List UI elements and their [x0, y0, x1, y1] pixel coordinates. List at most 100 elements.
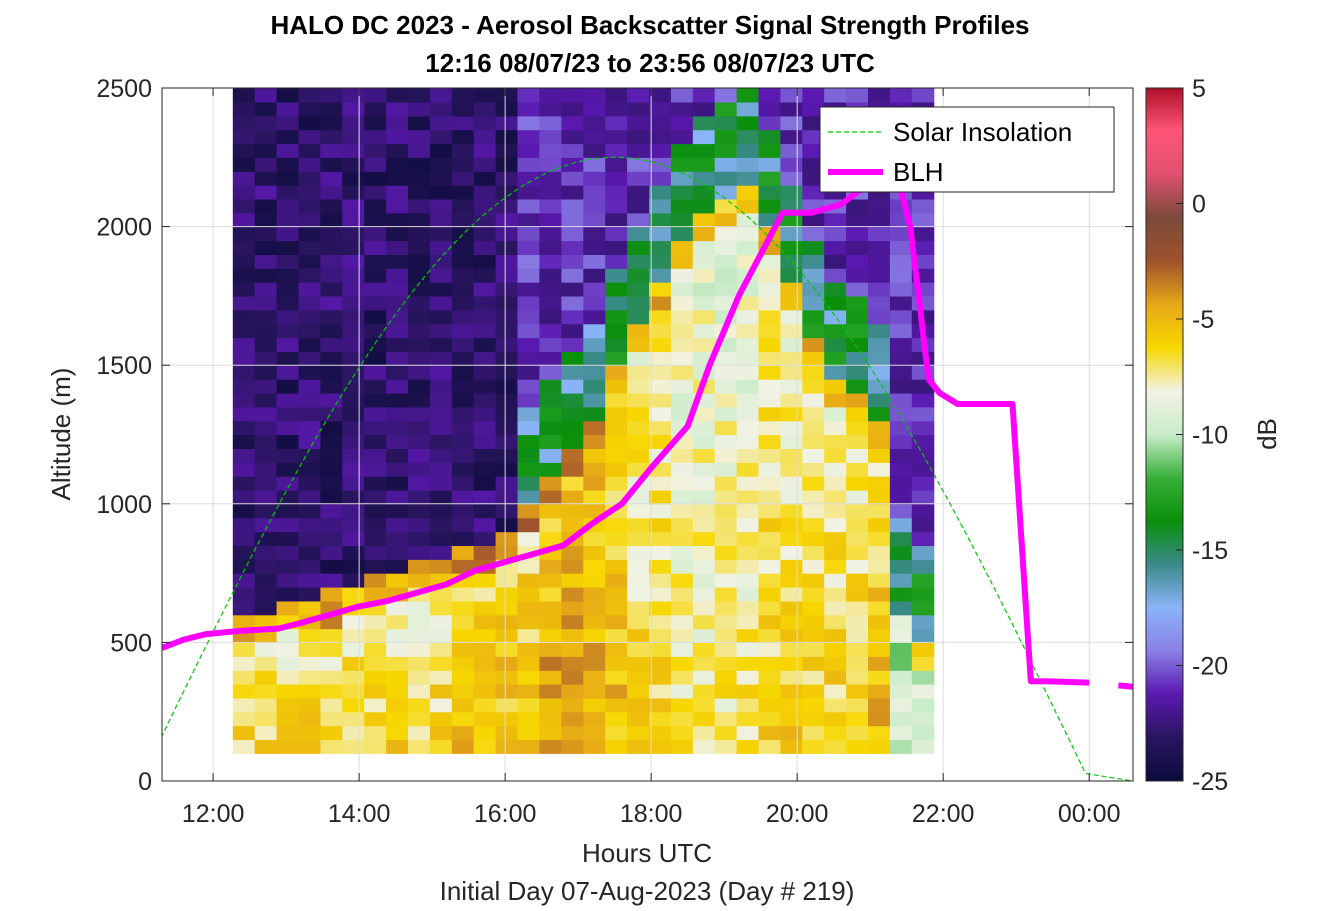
heatmap-cell: [429, 628, 453, 643]
heatmap-cell: [473, 573, 497, 588]
heatmap-cell: [561, 129, 584, 145]
heatmap-cell: [868, 545, 891, 560]
heatmap-cell: [802, 295, 825, 311]
heatmap-cell: [342, 212, 365, 228]
heatmap-cell: [232, 392, 256, 408]
heatmap-cell: [276, 420, 300, 436]
heatmap-cell: [386, 101, 409, 117]
heatmap-cell: [232, 337, 256, 352]
heatmap-cell: [408, 309, 431, 325]
heatmap-cell: [298, 226, 321, 242]
heatmap-cell: [254, 545, 278, 560]
heatmap-cell: [692, 545, 716, 560]
heatmap-cell: [232, 129, 256, 145]
heatmap-cell: [254, 697, 278, 713]
heatmap-cell: [736, 670, 760, 685]
heatmap-cell: [846, 337, 869, 352]
heatmap-cell: [473, 379, 497, 394]
heatmap-cell: [736, 489, 760, 505]
heatmap-cell: [408, 462, 431, 477]
heatmap-cell: [561, 517, 584, 533]
heatmap-cell: [780, 476, 803, 491]
heatmap-cell: [780, 379, 803, 394]
heatmap-cell: [583, 420, 606, 436]
heatmap-cell: [320, 587, 343, 602]
heatmap-cell: [605, 379, 628, 394]
heatmap-cell: [649, 88, 672, 103]
heatmap-cell: [583, 573, 606, 588]
heatmap-cell: [517, 420, 540, 436]
heatmap-cell: [408, 129, 431, 145]
heatmap-cell: [254, 351, 278, 366]
heatmap-cell: [583, 684, 606, 699]
heatmap-cell: [451, 88, 475, 103]
y-axis: 0 500 1000 1500 2000 2500: [96, 75, 1133, 796]
heatmap-cell: [320, 517, 343, 533]
heatmap-cell: [911, 614, 935, 630]
heatmap-cell: [517, 600, 540, 616]
heatmap-cell: [539, 392, 562, 408]
heatmap-cell: [232, 185, 256, 200]
heatmap-cell: [627, 295, 650, 311]
heatmap-cell: [429, 365, 453, 380]
heatmap-cell: [429, 254, 453, 269]
heatmap-cell: [561, 185, 584, 200]
heatmap-cell: [649, 684, 672, 699]
heatmap-cell: [714, 545, 738, 560]
heatmap-cell: [889, 406, 913, 422]
heatmap-cell: [254, 337, 278, 352]
heatmap-cell: [736, 559, 760, 574]
heatmap-cell: [802, 351, 825, 366]
heatmap-cell: [736, 462, 760, 477]
heatmap-cell: [254, 642, 278, 657]
heatmap-cell: [758, 642, 781, 657]
heatmap-cell: [605, 143, 628, 158]
heatmap-cell: [254, 143, 278, 158]
heatmap-cell: [649, 587, 672, 602]
heatmap-cell: [627, 198, 650, 214]
heatmap-cell: [473, 614, 497, 630]
heatmap-cell: [605, 198, 628, 214]
heatmap-cell: [408, 365, 431, 380]
heatmap-cell: [605, 462, 628, 477]
heatmap-cell: [342, 711, 365, 727]
heatmap-cell: [517, 697, 540, 713]
heatmap-cell: [320, 198, 343, 214]
heatmap-cell: [495, 129, 519, 145]
heatmap-cell: [780, 434, 803, 449]
heatmap-cell: [232, 226, 256, 242]
heatmap-cell: [627, 212, 650, 228]
heatmap-cell: [911, 198, 935, 214]
heatmap-cell: [714, 600, 738, 616]
heatmap-cell: [495, 670, 519, 685]
heatmap-cell: [298, 670, 321, 685]
heatmap-cell: [451, 282, 475, 297]
heatmap-cell: [889, 309, 913, 325]
heatmap-cell: [736, 379, 760, 394]
heatmap-cell: [692, 198, 716, 214]
heatmap-cell: [320, 101, 343, 117]
heatmap-cell: [627, 157, 650, 172]
heatmap-cell: [276, 684, 300, 699]
heatmap-cell: [802, 406, 825, 422]
heatmap-cell: [429, 614, 453, 630]
heatmap-cell: [868, 309, 891, 325]
heatmap-cell: [364, 171, 387, 186]
heatmap-cell: [714, 670, 738, 685]
heatmap-cell: [254, 88, 278, 103]
heatmap-cell: [846, 697, 869, 713]
heatmap-cell: [692, 88, 716, 103]
heatmap-cell: [539, 226, 562, 242]
heatmap-cell: [364, 670, 387, 685]
heatmap-cell: [473, 517, 497, 533]
heatmap-cell: [276, 240, 300, 255]
heatmap-cell: [298, 545, 321, 560]
heatmap-cell: [429, 462, 453, 477]
heatmap-cell: [649, 573, 672, 588]
heatmap-cell: [736, 365, 760, 380]
y-tick-label: 1500: [96, 352, 152, 380]
heatmap-cell: [649, 739, 672, 754]
heatmap-cell: [868, 337, 891, 352]
heatmap-cell: [758, 392, 781, 408]
heatmap-cell: [254, 739, 278, 754]
